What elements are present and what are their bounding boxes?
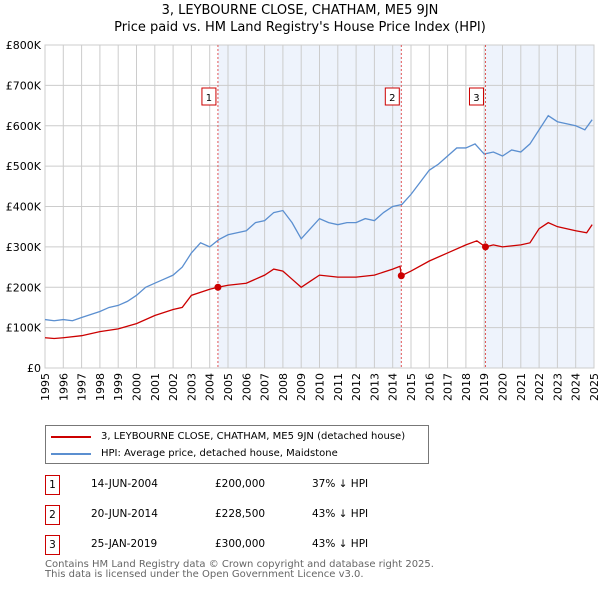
chart-subtitle: Price paid vs. HM Land Registry's House … xyxy=(114,20,486,35)
x-tick-label: 2021 xyxy=(515,373,528,401)
y-tick-label: £0 xyxy=(27,362,41,375)
x-tick-label: 1997 xyxy=(76,373,89,401)
plot-border xyxy=(44,44,595,369)
x-tick-label: 1999 xyxy=(112,373,125,401)
sale-hpi-diff: 43% ↓ HPI xyxy=(312,538,369,550)
x-tick-label: 2002 xyxy=(167,373,180,401)
sale-number: 1 xyxy=(45,475,60,495)
y-tick-label: £200K xyxy=(6,281,42,294)
sale-price: £228,500 xyxy=(215,508,266,520)
sale-label: 2 xyxy=(389,93,395,104)
x-tick-label: 2010 xyxy=(314,373,327,401)
x-tick-label: 2023 xyxy=(551,373,564,401)
sale-label: 1 xyxy=(206,93,212,104)
y-tick-label: £300K xyxy=(6,241,42,254)
y-tick-label: £500K xyxy=(6,160,42,173)
sale-point xyxy=(397,272,405,280)
footer-line: This data is licensed under the Open Gov… xyxy=(45,569,364,580)
x-tick-label: 1996 xyxy=(57,373,70,401)
sale-number: 3 xyxy=(45,535,60,555)
x-tick-label: 1995 xyxy=(39,373,52,401)
x-tick-label: 2003 xyxy=(185,373,198,401)
x-tick-label: 2001 xyxy=(149,373,162,401)
legend-item-hpi: HPI: Average price, detached house, Maid… xyxy=(51,448,338,459)
sale-point xyxy=(214,283,222,291)
sale-label-box xyxy=(468,87,484,106)
x-tick-label: 2006 xyxy=(240,373,253,401)
chart-title: 3, LEYBOURNE CLOSE, CHATHAM, ME5 9JN xyxy=(161,3,439,18)
x-tick-label: 2017 xyxy=(442,373,455,401)
x-tick-label: 2015 xyxy=(405,373,418,401)
sale-hpi-diff: 43% ↓ HPI xyxy=(312,508,369,520)
legend-item-property: 3, LEYBOURNE CLOSE, CHATHAM, ME5 9JN (de… xyxy=(51,431,405,442)
y-tick-label: £400K xyxy=(6,201,42,214)
x-tick-label: 1998 xyxy=(94,373,107,401)
sale-row: 2 20-JUN-2014 £228,500 43% ↓ HPI xyxy=(45,505,465,525)
sale-row: 1 14-JUN-2004 £200,000 37% ↓ HPI xyxy=(45,475,465,495)
x-tick-label: 2009 xyxy=(295,373,308,401)
legend-label: HPI: Average price, detached house, Maid… xyxy=(101,448,338,459)
sale-date: 25-JAN-2019 xyxy=(91,538,158,550)
sale-date: 20-JUN-2014 xyxy=(91,508,158,520)
sale-price: £200,000 xyxy=(215,478,266,490)
x-tick-label: 2024 xyxy=(570,373,583,401)
x-tick-label: 2014 xyxy=(387,373,400,401)
y-tick-label: £600K xyxy=(6,120,42,133)
y-tick-label: £800K xyxy=(6,39,42,52)
x-tick-label: 2012 xyxy=(350,373,363,401)
x-tick-label: 2016 xyxy=(423,373,436,401)
footer: Contains HM Land Registry data © Crown c… xyxy=(45,560,434,580)
plot-area: £0 £100K £200K £300K £400K £500K £600K £700K £80… xyxy=(6,39,600,401)
sale-date: 14-JUN-2004 xyxy=(91,478,158,490)
x-tick-label: 2011 xyxy=(332,373,345,401)
series-line xyxy=(44,114,593,322)
x-tick-label: 2022 xyxy=(533,373,546,401)
x-tick-label: 2000 xyxy=(131,373,144,401)
series-line xyxy=(44,221,593,340)
x-tick-label: 2008 xyxy=(277,373,290,401)
legend: 3, LEYBOURNE CLOSE, CHATHAM, ME5 9JN (de… xyxy=(45,425,429,464)
sale-row: 3 25-JAN-2019 £300,000 43% ↓ HPI xyxy=(45,535,465,555)
y-tick-label: £100K xyxy=(6,322,42,335)
sale-hpi-diff: 37% ↓ HPI xyxy=(312,478,369,490)
sale-label: 3 xyxy=(473,93,479,104)
sale-label-box xyxy=(201,87,217,106)
footer-line: Contains HM Land Registry data © Crown c… xyxy=(45,559,434,570)
sale-price: £300,000 xyxy=(215,538,266,550)
x-tick-label: 2018 xyxy=(460,373,473,401)
x-tick-label: 2019 xyxy=(478,373,491,401)
x-tick-label: 2020 xyxy=(497,373,510,401)
legend-label: 3, LEYBOURNE CLOSE, CHATHAM, ME5 9JN (de… xyxy=(101,431,406,442)
sale-point xyxy=(481,243,489,251)
x-tick-label: 2013 xyxy=(368,373,381,401)
x-tick-label: 2025 xyxy=(588,373,600,401)
sale-number: 2 xyxy=(45,505,60,525)
sale-label-box xyxy=(384,87,400,106)
x-tick-label: 2005 xyxy=(222,373,235,401)
y-tick-label: £700K xyxy=(6,79,42,92)
x-tick-label: 2007 xyxy=(259,373,272,401)
x-tick-label: 2004 xyxy=(204,373,217,401)
